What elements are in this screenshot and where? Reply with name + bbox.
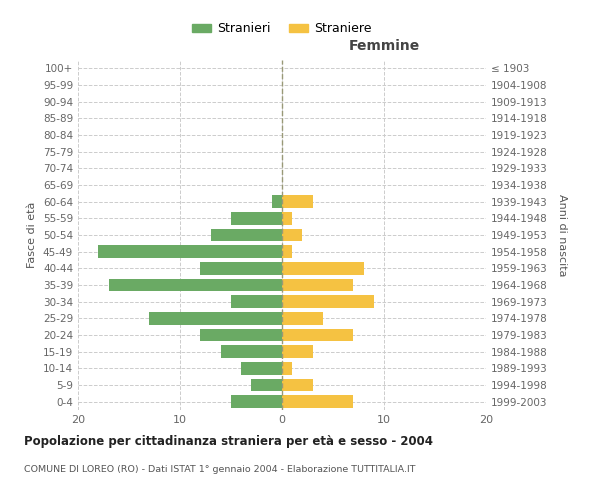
- Bar: [221, 346, 282, 358]
- Bar: [109, 279, 282, 291]
- Y-axis label: Anni di nascita: Anni di nascita: [557, 194, 567, 276]
- Text: Femmine: Femmine: [349, 39, 419, 53]
- Bar: [282, 229, 302, 241]
- Text: COMUNE DI LOREO (RO) - Dati ISTAT 1° gennaio 2004 - Elaborazione TUTTITALIA.IT: COMUNE DI LOREO (RO) - Dati ISTAT 1° gen…: [24, 465, 415, 474]
- Bar: [200, 329, 282, 341]
- Bar: [282, 329, 353, 341]
- Bar: [149, 312, 282, 324]
- Bar: [282, 279, 353, 291]
- Bar: [251, 379, 282, 391]
- Bar: [272, 196, 282, 208]
- Bar: [241, 362, 282, 374]
- Bar: [231, 296, 282, 308]
- Bar: [231, 212, 282, 224]
- Bar: [282, 312, 323, 324]
- Bar: [282, 362, 292, 374]
- Bar: [282, 246, 292, 258]
- Bar: [282, 379, 313, 391]
- Legend: Stranieri, Straniere: Stranieri, Straniere: [187, 18, 377, 40]
- Bar: [282, 262, 364, 274]
- Bar: [200, 262, 282, 274]
- Bar: [282, 396, 353, 408]
- Y-axis label: Fasce di età: Fasce di età: [28, 202, 37, 268]
- Bar: [282, 296, 374, 308]
- Bar: [282, 212, 292, 224]
- Bar: [211, 229, 282, 241]
- Bar: [282, 346, 313, 358]
- Bar: [231, 396, 282, 408]
- Bar: [98, 246, 282, 258]
- Bar: [282, 196, 313, 208]
- Text: Popolazione per cittadinanza straniera per età e sesso - 2004: Popolazione per cittadinanza straniera p…: [24, 435, 433, 448]
